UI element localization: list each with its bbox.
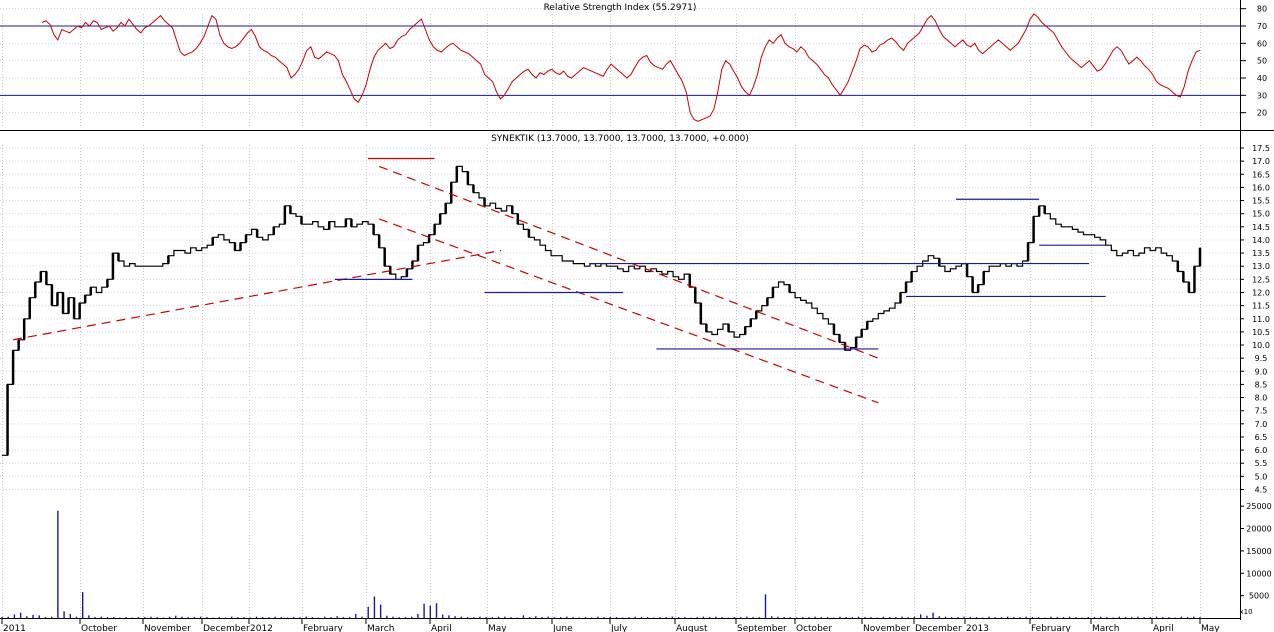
volume-panel: 25000 20000 15000 10000 5000 x10 (1, 502, 1272, 618)
y-tick-label: 12.0 (1252, 288, 1270, 297)
price-series (2, 165, 1202, 456)
y-tick-label: 7.5 (1255, 407, 1268, 416)
x-tick-label: October (81, 624, 117, 632)
x-tick-label: 2011 (3, 624, 26, 632)
trendline (378, 218, 879, 404)
y-tick-label: 11.0 (1252, 315, 1270, 324)
y-tick-label: 5000 (1249, 592, 1269, 601)
y-tick-label: 16.0 (1252, 183, 1270, 192)
y-tick-label: 17.0 (1252, 157, 1270, 166)
y-tick-label: 12.5 (1252, 275, 1270, 284)
price-panel: 17.5 17.0 16.5 16.0 15.5 15.0 14.5 14.0 13.5 13.0… (0, 134, 1270, 618)
rsi-y-axis: 20 30 40 50 60 70 80 (1240, 5, 1267, 118)
trendlines (12, 157, 1106, 404)
y-tick-label: 5.0 (1255, 472, 1268, 481)
x-tick-label: November (863, 624, 910, 632)
y-tick-label: 14.5 (1252, 223, 1270, 232)
x-axis: 2011 October November December 2012 February M… (1, 618, 1220, 632)
x-tick-label: November (144, 624, 191, 632)
volume-bars (1, 510, 1201, 618)
y-tick-label: 20 (1257, 109, 1267, 118)
y-tick-label: 6.0 (1255, 446, 1268, 455)
x-tick-label: March (367, 624, 394, 632)
y-tick-label: 60 (1257, 39, 1267, 48)
x-tick-label: September (737, 624, 787, 632)
y-tick-label: 13.5 (1252, 249, 1270, 258)
rsi-grid (0, 8, 1240, 128)
y-tick-label: 11.5 (1252, 302, 1270, 311)
x-tick-label: May (1201, 624, 1220, 632)
y-tick-label: 10.0 (1252, 341, 1270, 350)
y-tick-label: 50 (1257, 57, 1267, 66)
x-tick-label: June (552, 624, 573, 632)
y-tick-label: 20000 (1246, 525, 1271, 534)
y-tick-label: 70 (1257, 22, 1267, 31)
trendline (12, 249, 502, 341)
x-tick-label: April (1153, 624, 1174, 632)
y-tick-label: 8.0 (1255, 394, 1268, 403)
y-tick-label: 13.0 (1252, 262, 1270, 271)
rsi-series (41, 13, 1201, 122)
x-tick-label: April (431, 624, 452, 632)
x-tick-label: May (488, 624, 507, 632)
x-tick-label: March (1092, 624, 1119, 632)
x-tick-label: July (610, 624, 628, 632)
y-tick-label: 40 (1257, 74, 1267, 83)
y-tick-label: 14.0 (1252, 236, 1270, 245)
y-tick-label: 17.5 (1252, 144, 1270, 153)
y-tick-label: 8.5 (1255, 380, 1268, 389)
rsi-title: Relative Strength Index (55.2971) (544, 3, 697, 13)
x-tick-label: February (1031, 624, 1072, 632)
rsi-panel: 20 30 40 50 60 70 80 Relative Strength Index (… (0, 3, 1267, 128)
y-tick-label: 9.0 (1255, 367, 1268, 376)
y-tick-label: 16.5 (1252, 170, 1270, 179)
x-tick-label: December (203, 624, 250, 632)
y-tick-label: 9.5 (1255, 354, 1268, 363)
y-tick-label: 4.5 (1255, 486, 1268, 495)
price-title: SYNEKTIK (13.7000, 13.7000, 13.7000, 13.… (491, 134, 749, 144)
y-tick-label: 30 (1257, 91, 1267, 100)
x-tick-label: February (303, 624, 344, 632)
volume-units-label: x10 (1239, 608, 1252, 616)
rsi-reference-lines (0, 25, 1240, 96)
y-tick-label: 25000 (1246, 502, 1271, 511)
y-tick-label: 10000 (1246, 569, 1271, 578)
y-tick-label: 10.5 (1252, 328, 1270, 337)
y-tick-label: 7.0 (1255, 420, 1268, 429)
x-tick-label: 2012 (250, 624, 273, 632)
y-tick-label: 15.5 (1252, 197, 1270, 206)
y-tick-label: 5.5 (1255, 459, 1268, 468)
x-tick-label: August (676, 624, 708, 632)
price-y-axis: 17.5 17.0 16.5 16.0 15.5 15.0 14.5 14.0 13.5 13.0… (1240, 144, 1270, 495)
y-tick-label: 6.5 (1255, 433, 1268, 442)
y-tick-label: 80 (1257, 5, 1267, 14)
x-tick-label: December (915, 624, 962, 632)
x-tick-label: October (796, 624, 832, 632)
rsi-line (41, 13, 1201, 122)
y-tick-label: 15.0 (1252, 210, 1270, 219)
y-tick-label: 15000 (1246, 547, 1271, 556)
x-tick-label: 2013 (966, 624, 989, 632)
